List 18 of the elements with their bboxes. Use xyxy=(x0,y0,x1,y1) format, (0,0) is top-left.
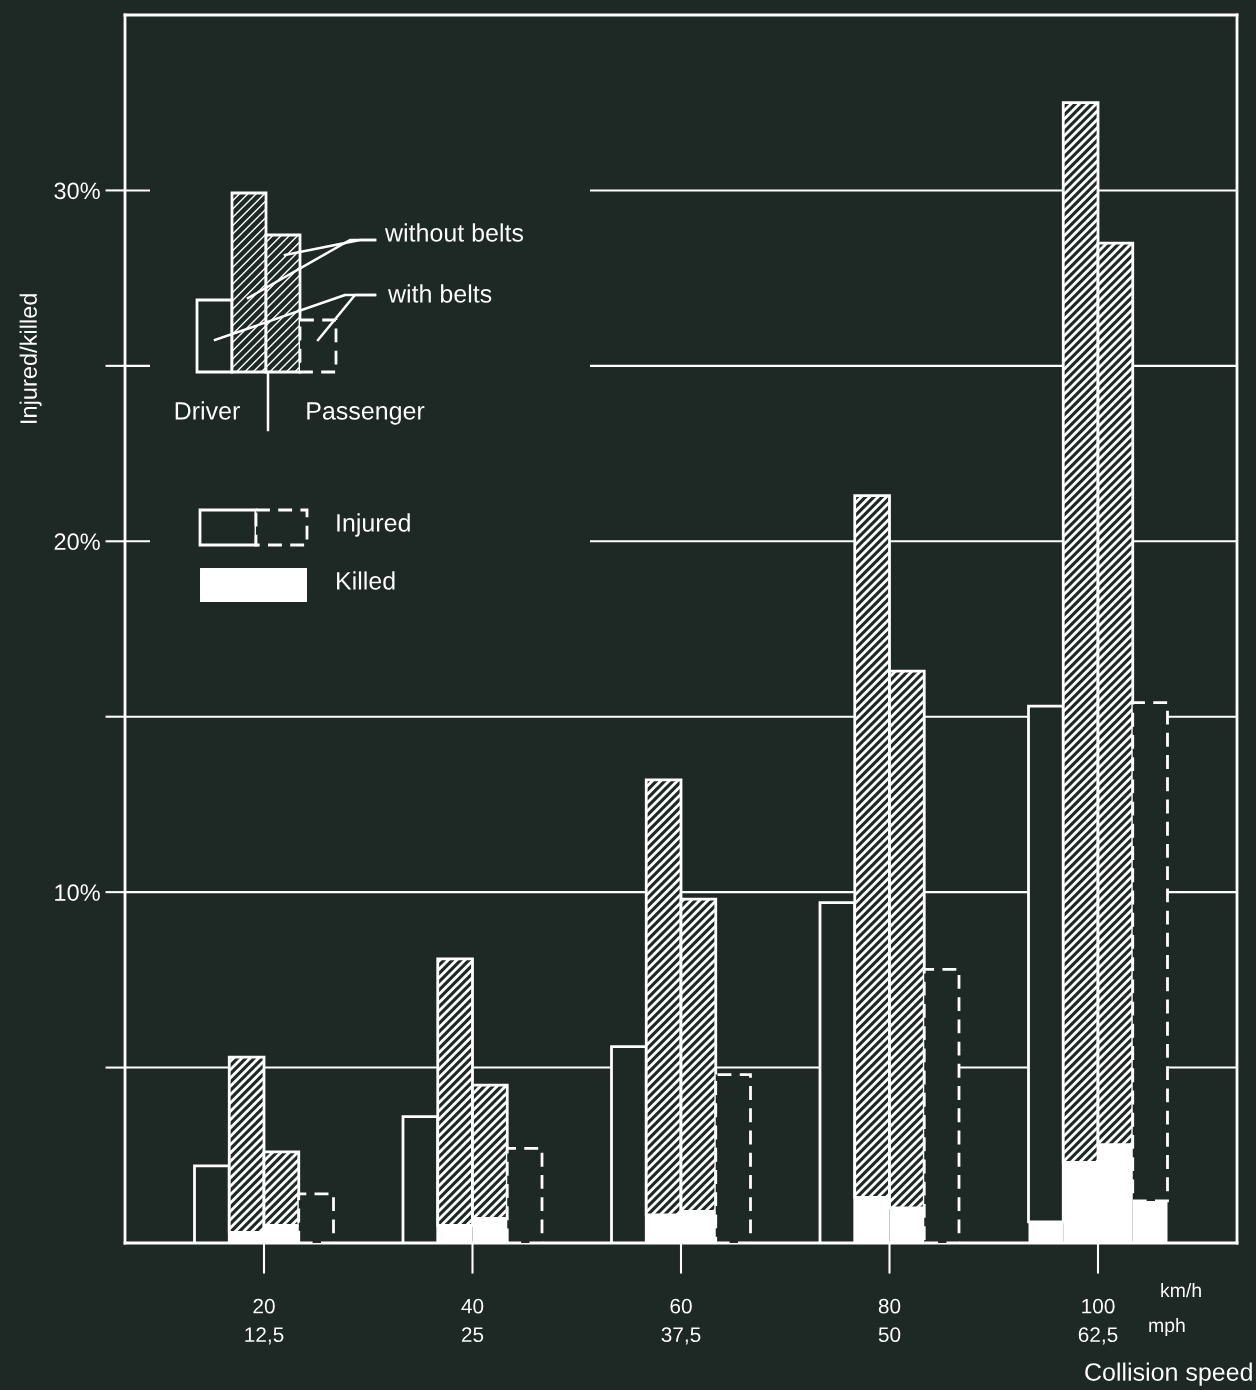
y-tick-label: 10% xyxy=(55,884,100,901)
annotation: Injured xyxy=(337,513,410,537)
text: 20 12,5 xyxy=(245,1298,284,1345)
text: 100 62,5 xyxy=(1078,1298,1118,1345)
x-axis-title: Collision speed xyxy=(1085,1362,1252,1386)
text: 80 50 xyxy=(878,1298,901,1343)
annotation: Killed xyxy=(337,571,395,590)
y-tick-label: 20% xyxy=(54,533,100,551)
text: 60 37,5 xyxy=(661,1298,701,1345)
text: km/h xyxy=(1161,1282,1201,1298)
y-tick-label: 30% xyxy=(54,182,100,200)
annotation: with belts xyxy=(387,284,492,303)
text: 40 25 xyxy=(461,1298,484,1343)
annotation: without belts xyxy=(384,223,524,242)
annotation: Driver xyxy=(175,401,240,420)
y-axis-title: Injured/killed xyxy=(19,294,42,423)
annotation: Passenger xyxy=(307,402,425,425)
text: mph xyxy=(1149,1317,1185,1337)
